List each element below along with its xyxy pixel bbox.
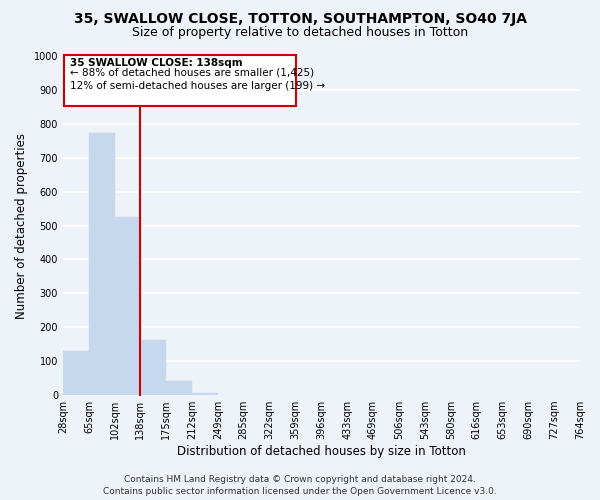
Text: 35, SWALLOW CLOSE, TOTTON, SOUTHAMPTON, SO40 7JA: 35, SWALLOW CLOSE, TOTTON, SOUTHAMPTON, … [74,12,527,26]
Bar [193,393,218,394]
Y-axis label: Number of detached properties: Number of detached properties [15,132,28,318]
Bar [140,340,166,394]
FancyBboxPatch shape [64,55,296,106]
Bar [89,132,115,394]
Bar [63,350,89,395]
Bar [166,381,192,394]
Text: ← 88% of detached houses are smaller (1,425)
12% of semi-detached houses are lar: ← 88% of detached houses are smaller (1,… [70,68,325,91]
Text: Size of property relative to detached houses in Totton: Size of property relative to detached ho… [132,26,468,39]
Text: 35 SWALLOW CLOSE: 138sqm: 35 SWALLOW CLOSE: 138sqm [70,58,242,68]
X-axis label: Distribution of detached houses by size in Totton: Distribution of detached houses by size … [177,444,466,458]
Text: Contains HM Land Registry data © Crown copyright and database right 2024.
Contai: Contains HM Land Registry data © Crown c… [103,474,497,496]
Bar [115,217,141,394]
